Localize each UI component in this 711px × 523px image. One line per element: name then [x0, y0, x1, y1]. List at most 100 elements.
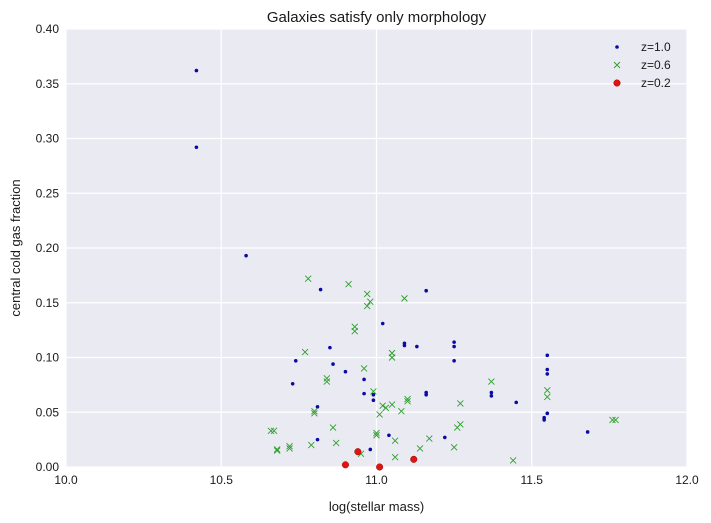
- legend-label: z=0.2: [641, 76, 671, 90]
- data-point: [416, 445, 424, 452]
- data-point: [315, 404, 320, 409]
- data-point: [387, 433, 391, 438]
- series-1: [194, 68, 590, 452]
- data-point: [318, 287, 323, 292]
- data-point: [331, 362, 335, 366]
- x-tick-label: 10.0: [54, 473, 78, 487]
- data-point: [371, 398, 376, 403]
- data-point: [382, 404, 390, 412]
- y-tick-label: 0.20: [36, 241, 60, 255]
- y-tick-label: 0.05: [36, 405, 60, 419]
- data-point: [380, 321, 385, 326]
- data-point: [376, 411, 383, 418]
- legend-marker: [613, 61, 621, 69]
- legend-marker: [615, 45, 619, 49]
- data-point: [362, 377, 366, 382]
- data-point: [360, 365, 368, 372]
- data-point: [514, 400, 519, 405]
- data-point: [452, 340, 456, 344]
- data-point: [323, 374, 331, 382]
- data-point: [362, 391, 366, 396]
- x-tick-label: 10.5: [210, 473, 234, 487]
- chart-title: Galaxies satisfy only morphology: [267, 9, 487, 26]
- data-point: [244, 253, 248, 258]
- data-point: [404, 395, 411, 403]
- data-point: [424, 288, 428, 293]
- data-point: [612, 416, 619, 424]
- data-point: [488, 378, 495, 385]
- data-point: [452, 344, 456, 349]
- data-point: [373, 429, 380, 437]
- data-point: [373, 431, 380, 439]
- data-point: [489, 394, 494, 398]
- data-point: [328, 345, 332, 350]
- data-point: [273, 446, 281, 453]
- data-point: [543, 393, 551, 401]
- data-point: [286, 445, 293, 452]
- data-point: [363, 290, 371, 298]
- data-point: [425, 435, 433, 442]
- x-tick-labels: 10.0 10.5 11.0 11.5 12.0: [54, 473, 699, 487]
- data-point: [545, 372, 550, 376]
- data-point: [270, 427, 278, 435]
- data-point: [267, 427, 275, 435]
- data-point: [345, 280, 352, 288]
- legend-label: z=0.6: [641, 58, 671, 72]
- data-point: [388, 354, 396, 361]
- data-point: [311, 410, 318, 417]
- data-point: [379, 402, 387, 409]
- data-point: [301, 348, 309, 356]
- data-point: [489, 390, 494, 395]
- y-tick-label: 0.00: [36, 460, 60, 474]
- data-point: [450, 443, 458, 451]
- data-point: [329, 424, 337, 431]
- y-tick-label: 0.35: [36, 77, 60, 91]
- data-point: [311, 407, 318, 415]
- data-point: [370, 388, 377, 395]
- data-point: [371, 392, 376, 397]
- data-point: [273, 447, 281, 454]
- data-point: [363, 302, 371, 310]
- data-point: [509, 457, 517, 464]
- data-point: [545, 353, 550, 358]
- x-tick-label: 11.0: [365, 473, 388, 487]
- x-tick-label: 12.0: [675, 473, 699, 487]
- data-point: [304, 275, 312, 282]
- y-tick-labels: 0.00 0.05 0.10 0.15 0.20 0.25 0.30 0.35 0.40: [36, 22, 60, 474]
- legend-label: z=1.0: [641, 40, 671, 54]
- legend-marker: [613, 79, 621, 87]
- data-point: [452, 358, 456, 363]
- data-point: [424, 392, 428, 397]
- data-point: [323, 378, 331, 385]
- y-tick-label: 0.15: [36, 296, 60, 310]
- data-point: [585, 430, 590, 434]
- data-point: [401, 295, 408, 302]
- series-3: [341, 448, 418, 471]
- data-point: [194, 68, 199, 73]
- data-point: [332, 439, 340, 447]
- data-point: [545, 411, 550, 416]
- data-point: [543, 387, 551, 394]
- data-point: [286, 442, 293, 450]
- grid-lines: [65, 28, 688, 468]
- y-tick-label: 0.30: [36, 132, 60, 146]
- data-point: [457, 420, 464, 428]
- data-point: [542, 415, 546, 420]
- data-point: [410, 455, 418, 463]
- data-point: [391, 437, 399, 445]
- data-point: [366, 298, 374, 305]
- data-point: [443, 435, 447, 440]
- data-point: [293, 358, 298, 363]
- data-point: [343, 369, 348, 374]
- data-point: [545, 367, 550, 372]
- data-point: [368, 447, 373, 452]
- data-point: [398, 407, 405, 415]
- data-point: [391, 453, 399, 461]
- y-tick-label: 0.10: [36, 351, 60, 365]
- data-point: [290, 381, 295, 386]
- data-point: [341, 461, 349, 469]
- legend: z=1.0 z=0.6 z=0.2: [613, 40, 671, 90]
- data-point: [351, 327, 359, 335]
- data-point: [415, 344, 419, 349]
- data-point: [404, 397, 411, 405]
